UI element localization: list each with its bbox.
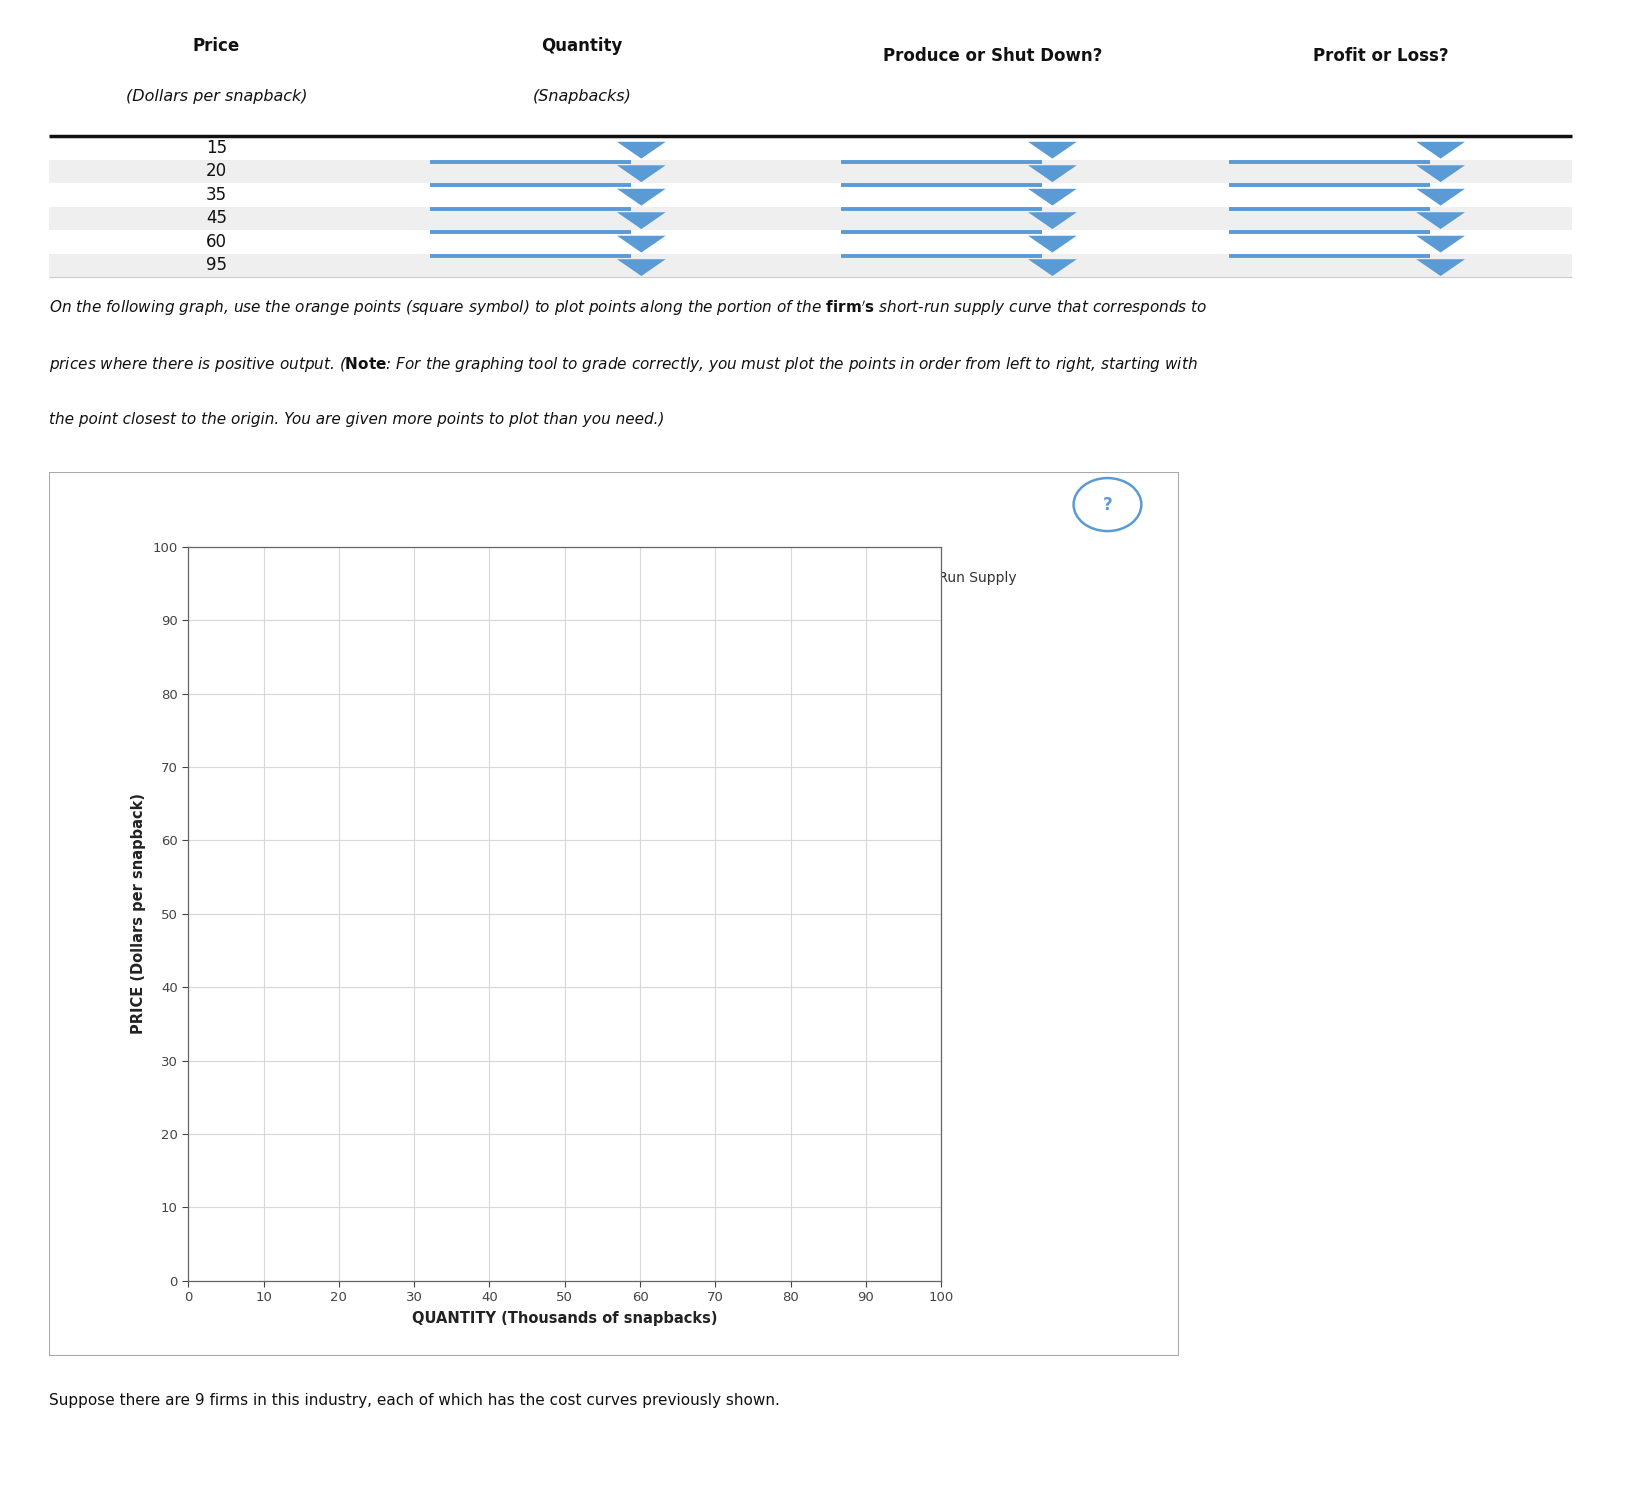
Text: Quantity: Quantity	[542, 37, 622, 55]
Bar	[49, 231, 1572, 253]
Text: 35: 35	[206, 186, 228, 204]
Bar	[49, 160, 1572, 183]
Text: Price: Price	[193, 37, 241, 55]
Text: prices where there is positive output. ($\mathit{\mathbf{Note}}$: For the graphi: prices where there is positive output. (…	[49, 355, 1198, 374]
Text: (Snapbacks): (Snapbacks)	[532, 90, 632, 105]
Polygon shape	[1028, 259, 1077, 276]
Polygon shape	[1028, 165, 1077, 183]
Polygon shape	[617, 213, 666, 229]
Bar	[746, 551, 797, 605]
Polygon shape	[617, 235, 666, 253]
Polygon shape	[1416, 235, 1465, 253]
Text: Suppose there are 9 firms in this industry, each of which has the cost curves pr: Suppose there are 9 firms in this indust…	[49, 1393, 779, 1408]
Bar	[49, 136, 1572, 160]
Polygon shape	[1028, 235, 1077, 253]
Polygon shape	[617, 165, 666, 183]
Text: 95: 95	[206, 256, 228, 274]
Polygon shape	[1028, 189, 1077, 205]
Text: the point closest to the origin. You are given more points to plot than you need: the point closest to the origin. You are…	[49, 412, 665, 427]
Bar	[49, 183, 1572, 207]
Text: Firm's Short-Run Supply: Firm's Short-Run Supply	[851, 571, 1017, 584]
Polygon shape	[1416, 165, 1465, 183]
Polygon shape	[1028, 142, 1077, 159]
Text: 60: 60	[206, 232, 228, 250]
X-axis label: QUANTITY (Thousands of snapbacks): QUANTITY (Thousands of snapbacks)	[413, 1311, 717, 1326]
Text: 20: 20	[206, 162, 228, 180]
Text: (Dollars per snapback): (Dollars per snapback)	[126, 90, 308, 105]
Y-axis label: PRICE (Dollars per snapback): PRICE (Dollars per snapback)	[131, 794, 146, 1034]
Polygon shape	[1416, 213, 1465, 229]
Text: Profit or Loss?: Profit or Loss?	[1313, 48, 1449, 66]
Polygon shape	[1416, 142, 1465, 159]
Polygon shape	[617, 189, 666, 205]
Polygon shape	[1028, 213, 1077, 229]
Bar	[49, 207, 1572, 231]
Bar	[49, 253, 1572, 277]
Polygon shape	[1416, 259, 1465, 276]
Text: Produce or Shut Down?: Produce or Shut Down?	[884, 48, 1103, 66]
Polygon shape	[617, 259, 666, 276]
Text: 15: 15	[206, 139, 228, 157]
Text: 45: 45	[206, 210, 228, 228]
Polygon shape	[617, 142, 666, 159]
Text: On the following graph, use the orange points (square symbol) to plot points alo: On the following graph, use the orange p…	[49, 298, 1208, 318]
Text: ?: ?	[1103, 496, 1113, 514]
Polygon shape	[1416, 189, 1465, 205]
